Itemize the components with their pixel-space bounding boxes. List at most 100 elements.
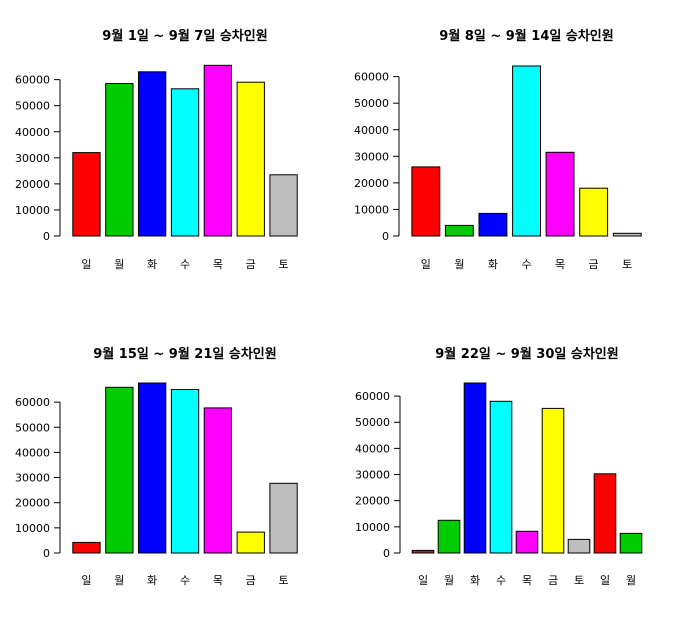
bar [512, 65, 542, 237]
bar [105, 386, 134, 554]
category-label: 일 [600, 573, 610, 587]
category-label: 화 [147, 258, 157, 271]
y-tick-label: 50000 [15, 421, 50, 434]
bar [619, 532, 643, 554]
y-tick-label: 60000 [354, 71, 389, 84]
y-tick-label: 40000 [354, 124, 389, 137]
y-tick-label: 30000 [354, 150, 389, 163]
bar [105, 83, 134, 237]
category-label: 수 [180, 574, 190, 587]
y-tick-label: 30000 [15, 472, 50, 485]
bar-chart: 9월 1일 ~ 9월 7일 승차인원 0 10000 20000 30000 40000 5… [15, 28, 298, 271]
y-tick-label: 20000 [354, 177, 389, 190]
y-tick-label: 20000 [355, 495, 390, 508]
bar [593, 473, 617, 554]
bar [478, 212, 508, 237]
bar-chart: 9월 15일 ~ 9월 21일 승차인원 0 10000 20000 30000 4000… [15, 346, 298, 587]
category-label: 금 [589, 258, 599, 271]
category-label: 금 [548, 574, 558, 587]
category-label: 화 [147, 574, 157, 587]
category-label: 금 [246, 574, 256, 587]
y-tick-label: 30000 [15, 152, 50, 165]
category-label: 일 [421, 257, 431, 271]
bar [515, 530, 539, 554]
y-tick-label: 60000 [15, 396, 50, 409]
category-label: 일 [418, 573, 428, 587]
bar [72, 541, 101, 554]
category-label: 월 [444, 574, 454, 587]
y-tick-label: 10000 [15, 522, 50, 535]
category-label: 목 [213, 258, 223, 271]
category-label: 월 [114, 258, 124, 271]
chart-title: 9월 1일 ~ 9월 7일 승차인원 [102, 28, 267, 44]
category-label: 월 [114, 574, 124, 587]
bar [579, 187, 609, 237]
category-label: 토 [279, 574, 289, 587]
y-tick-label: 20000 [15, 178, 50, 191]
y-tick-label: 50000 [15, 100, 50, 113]
bar [170, 389, 200, 554]
bar [236, 531, 265, 554]
bar [72, 152, 101, 237]
category-label: 화 [470, 574, 480, 587]
bar-chart: 9월 8일 ~ 9월 14일 승차인원 0 10000 20000 30000 40000… [354, 28, 642, 271]
y-tick-label: 0 [383, 547, 390, 560]
y-tick-label: 50000 [354, 97, 389, 110]
bar [567, 538, 591, 554]
chart-panel-week-2: 9월 8일 ~ 9월 14일 승차인원 0 10000 20000 30000 40000… [341, 0, 682, 318]
y-tick-label: 10000 [354, 203, 389, 216]
category-label: 수 [496, 574, 506, 587]
y-tick-label: 0 [43, 230, 50, 243]
bar [541, 407, 565, 554]
category-label: 화 [488, 258, 498, 271]
chart-title: 9월 8일 ~ 9월 14일 승차인원 [439, 28, 613, 44]
category-label: 토 [574, 574, 584, 587]
category-label: 월 [454, 258, 464, 271]
category-label: 월 [626, 574, 636, 587]
bar [545, 151, 575, 237]
y-tick-label: 10000 [355, 521, 390, 534]
bar [269, 174, 298, 237]
bar [437, 519, 461, 554]
bar [138, 71, 167, 237]
category-label: 목 [522, 574, 532, 587]
bar [444, 224, 474, 237]
y-tick-label: 0 [382, 230, 389, 243]
chart-title: 9월 15일 ~ 9월 21일 승차인원 [93, 346, 276, 362]
category-label: 일 [81, 257, 91, 271]
category-label: 수 [180, 258, 190, 271]
bar [236, 81, 265, 237]
bar [463, 382, 487, 554]
y-tick-label: 20000 [15, 497, 50, 510]
category-label: 토 [622, 258, 632, 271]
category-label: 일 [81, 573, 91, 587]
chart-panel-week-1: 9월 1일 ~ 9월 7일 승차인원 0 10000 20000 30000 40000 5… [0, 0, 341, 318]
y-tick-label: 30000 [355, 469, 390, 482]
bar [203, 407, 232, 554]
y-tick-label: 10000 [15, 204, 50, 217]
y-tick-label: 0 [43, 547, 50, 560]
y-tick-label: 60000 [15, 74, 50, 87]
chart-title: 9월 22일 ~ 9월 30일 승차인원 [435, 346, 618, 362]
y-tick-label: 40000 [355, 442, 390, 455]
category-label: 금 [246, 258, 256, 271]
category-label: 목 [213, 574, 223, 587]
y-tick-label: 40000 [15, 446, 50, 459]
y-tick-label: 40000 [15, 126, 50, 139]
y-tick-label: 60000 [355, 390, 390, 403]
chart-panel-week-4: 9월 22일 ~ 9월 30일 승차인원 0 10000 20000 30000 4000… [341, 318, 682, 636]
bar [489, 400, 513, 554]
category-label: 토 [279, 258, 289, 271]
bar [612, 232, 642, 237]
bar [170, 88, 200, 237]
category-label: 수 [521, 258, 531, 271]
bar [411, 166, 441, 237]
bar [203, 64, 232, 237]
chart-panel-week-3: 9월 15일 ~ 9월 21일 승차인원 0 10000 20000 30000 4000… [0, 318, 341, 636]
bar [138, 382, 167, 554]
bar [411, 549, 435, 554]
category-label: 목 [555, 258, 565, 271]
bar [269, 482, 298, 554]
bar-chart: 9월 22일 ~ 9월 30일 승차인원 0 10000 20000 30000 4000… [355, 346, 643, 587]
